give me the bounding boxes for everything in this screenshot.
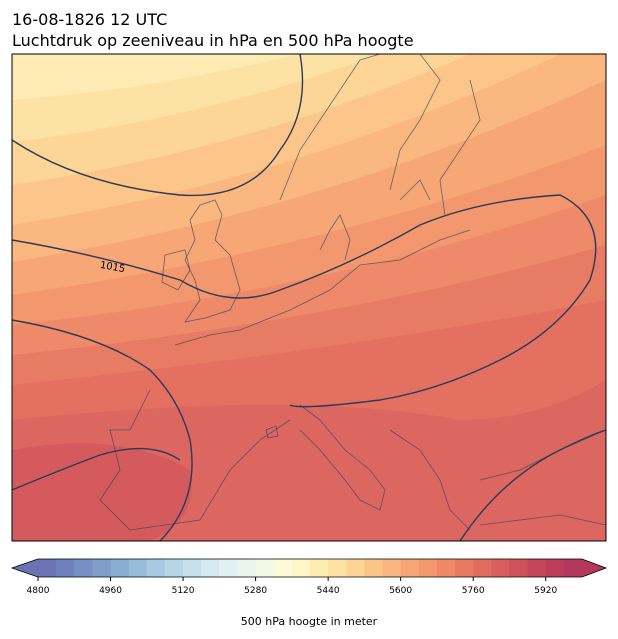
colorbar-band [273, 559, 293, 577]
colorbar-band [74, 559, 93, 577]
colorbar-tick-label: 5600 [389, 586, 412, 596]
colorbar-band [146, 559, 166, 577]
colorbar-band [92, 559, 112, 577]
colorbar-tick-label: 5120 [172, 586, 195, 596]
colorbar-band [183, 559, 202, 577]
colorbar-band [527, 559, 547, 577]
isobar [12, 447, 181, 491]
colorbar-band [328, 559, 347, 577]
colorbar-extend [12, 559, 38, 577]
colorbar-band [491, 559, 510, 577]
colorbar-band [201, 559, 220, 577]
isobar [12, 194, 597, 408]
colorbar-band [38, 559, 57, 577]
colorbar-band [255, 559, 275, 577]
isobar-label: 1015 [99, 260, 126, 275]
map: 1015 [11, 53, 607, 542]
height-band [12, 443, 192, 541]
colorbar-tick-label: 4800 [27, 586, 50, 596]
colorbar-tick-label: 5760 [462, 586, 485, 596]
colorbar-band [563, 559, 583, 577]
colorbar-tick-label: 5280 [244, 586, 267, 596]
colorbar-band [382, 559, 402, 577]
map-frame [11, 53, 607, 542]
colorbar-band [436, 559, 456, 577]
isobar [459, 429, 606, 541]
colorbar-band [473, 559, 492, 577]
isobar [12, 319, 193, 541]
colorbar-band [219, 559, 238, 577]
colorbar-band [310, 559, 329, 577]
colorbar-band [110, 559, 130, 577]
coastline [99, 229, 471, 531]
colorbar-band [237, 559, 257, 577]
colorbar-band [418, 559, 438, 577]
colorbar-band [56, 559, 75, 577]
coastline [279, 54, 481, 261]
colorbar-band [545, 559, 565, 577]
isobar [12, 54, 304, 197]
colorbar-tick-label: 5920 [534, 586, 557, 596]
colorbar-band [364, 559, 384, 577]
coastline [184, 199, 241, 323]
colorbar-tick-label: 5440 [317, 586, 340, 596]
colorbar: 4800 4960 5120 5280 5440 5600 5760 5920 [10, 558, 608, 596]
coastline [161, 249, 191, 291]
colorbar-band [291, 559, 311, 577]
colorbar-outline [10, 558, 608, 578]
colorbar-band [455, 559, 474, 577]
subtitle: Luchtdruk op zeeniveau in hPa en 500 hPa… [12, 31, 414, 50]
height-band [12, 54, 300, 100]
colorbar-band [164, 559, 184, 577]
colorbar-label: 500 hPa hoogte in meter [241, 615, 378, 628]
colorbar-band [128, 559, 148, 577]
colorbar-tick-label: 4960 [99, 586, 122, 596]
colorbar-extend [582, 559, 606, 577]
colorbar-band [346, 559, 365, 577]
coastline [265, 404, 606, 531]
colorbar-band [400, 559, 420, 577]
colorbar-band [509, 559, 529, 577]
title: 16-08-1826 12 UTC [12, 10, 167, 29]
